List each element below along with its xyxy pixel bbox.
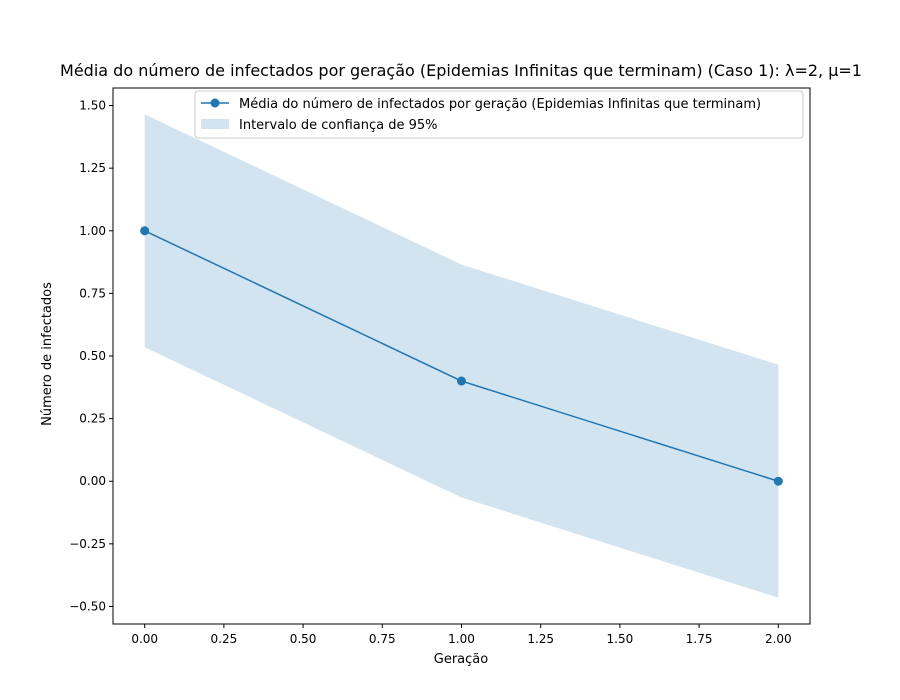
legend-series-label: Média do número de infectados por geraçã… xyxy=(239,97,761,112)
legend-box xyxy=(194,90,804,139)
x-tick-label: 0.75 xyxy=(369,632,396,646)
axes: 0.00 0.25 0.50 0.75 1.00 1.25 1.50 1.75 2.00 −0.5… xyxy=(69,87,811,646)
plot-area xyxy=(140,114,783,598)
y-tick-label: 1.50 xyxy=(79,99,106,113)
x-tick-label: 2.00 xyxy=(765,632,792,646)
legend-marker-swatch xyxy=(210,98,220,108)
legend-band-label: Intervalo de confiança de 95% xyxy=(239,118,438,133)
legend: Média do número de infectados por geraçã… xyxy=(194,90,804,139)
x-tick-label: 1.75 xyxy=(686,632,713,646)
confidence-band xyxy=(144,114,779,598)
y-tick-label: 0.75 xyxy=(79,286,106,300)
x-tick-label: 0.25 xyxy=(211,632,238,646)
y-axis-title: Número de infectados xyxy=(40,282,55,426)
x-tick-label: 1.50 xyxy=(607,632,634,646)
y-tick-label: 1.00 xyxy=(79,224,106,238)
y-tick-label: 0.25 xyxy=(79,412,106,426)
legend-band-swatch xyxy=(201,119,229,129)
y-tick-label: −0.50 xyxy=(69,599,106,613)
x-tick-label: 1.00 xyxy=(448,632,475,646)
x-tick-label: 1.25 xyxy=(527,632,554,646)
x-tick-label: 0.00 xyxy=(131,632,158,646)
data-point xyxy=(773,476,783,486)
y-tick-label: 0.50 xyxy=(79,349,106,363)
y-tick-label: 1.25 xyxy=(79,161,106,175)
data-point xyxy=(457,376,466,386)
x-tick-label: 0.50 xyxy=(290,632,317,646)
data-point xyxy=(140,226,150,236)
chart-title: Média do número de infectados por geraçã… xyxy=(60,61,862,80)
y-tick-label: 0.00 xyxy=(79,474,106,488)
x-axis-title: Geração xyxy=(434,652,488,667)
y-tick-label: −0.25 xyxy=(69,537,106,551)
